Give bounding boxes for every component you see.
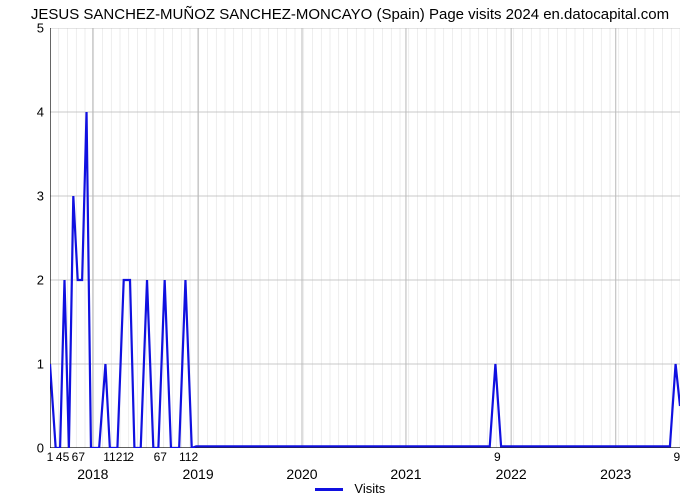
x-value-label: 45 bbox=[56, 450, 69, 464]
x-year-label: 2023 bbox=[600, 466, 631, 482]
x-year-label: 2019 bbox=[182, 466, 213, 482]
x-value-label: 67 bbox=[72, 450, 85, 464]
plot-area bbox=[50, 28, 680, 448]
x-year-label: 2022 bbox=[496, 466, 527, 482]
x-value-label: 112 bbox=[179, 450, 198, 464]
chart-svg bbox=[50, 28, 680, 448]
y-tick-label: 5 bbox=[4, 21, 44, 36]
x-value-label: 1121 bbox=[103, 450, 129, 464]
x-value-label: 67 bbox=[154, 450, 167, 464]
x-value-label: 2 bbox=[127, 450, 134, 464]
chart-title: JESUS SANCHEZ-MUÑOZ SANCHEZ-MONCAYO (Spa… bbox=[0, 6, 700, 23]
x-value-label: 9 bbox=[674, 450, 681, 464]
x-value-label: 1 bbox=[47, 450, 54, 464]
y-tick-label: 0 bbox=[4, 441, 44, 456]
legend: Visits bbox=[0, 481, 700, 496]
legend-label: Visits bbox=[354, 481, 385, 496]
x-year-label: 2021 bbox=[390, 466, 421, 482]
x-year-label: 2020 bbox=[286, 466, 317, 482]
y-tick-label: 4 bbox=[4, 105, 44, 120]
y-tick-label: 3 bbox=[4, 189, 44, 204]
x-year-label: 2018 bbox=[77, 466, 108, 482]
x-value-label: 9 bbox=[494, 450, 501, 464]
y-tick-label: 2 bbox=[4, 273, 44, 288]
legend-swatch bbox=[315, 488, 343, 491]
y-tick-label: 1 bbox=[4, 357, 44, 372]
